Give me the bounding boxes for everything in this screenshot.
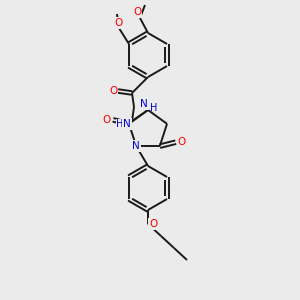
Text: O: O <box>178 137 186 147</box>
Text: N: N <box>140 99 148 109</box>
Text: O: O <box>149 219 157 229</box>
Text: O: O <box>115 18 123 28</box>
Text: O: O <box>133 7 141 17</box>
Text: N: N <box>123 119 131 129</box>
Text: O: O <box>103 115 111 125</box>
Text: O: O <box>109 86 117 96</box>
Text: H: H <box>150 103 158 113</box>
Text: H: H <box>116 119 124 129</box>
Text: N: N <box>132 141 140 151</box>
